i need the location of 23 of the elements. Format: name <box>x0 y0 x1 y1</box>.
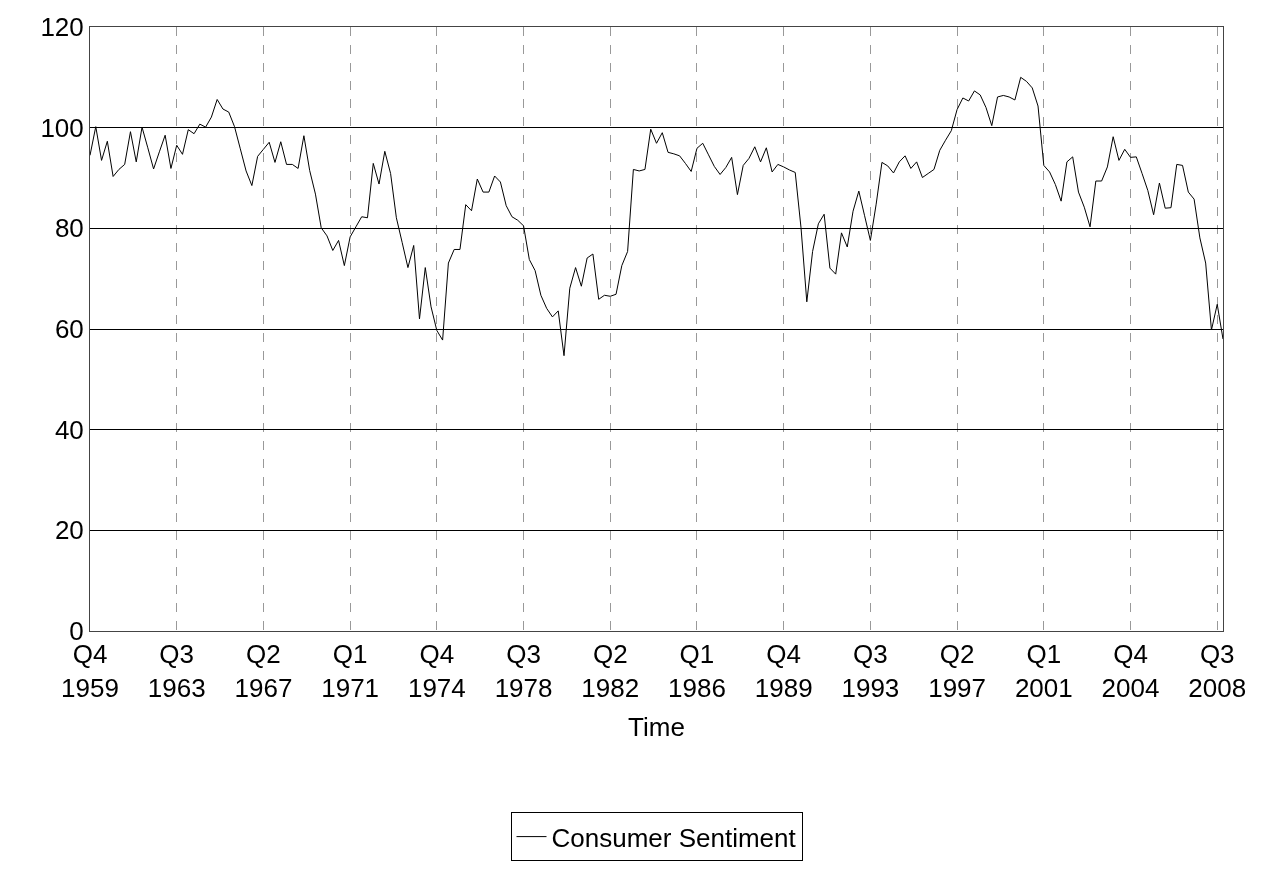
x-tick-label: Q4 1989 <box>754 639 813 703</box>
y-tick-label: 20 <box>54 515 84 546</box>
y-tick-label: 100 <box>40 112 84 143</box>
x-tick-label: Q2 1967 <box>234 639 293 703</box>
x-tick-label: Q2 1982 <box>581 639 640 703</box>
x-tick-label: Q3 1993 <box>841 639 900 703</box>
x-tick-label: Q3 1978 <box>494 639 553 703</box>
x-tick-label: Q4 1974 <box>407 639 466 703</box>
x-tick-label: Q2 1997 <box>928 639 987 703</box>
y-tick-label: 120 <box>40 12 84 43</box>
x-tick-label: Q1 2001 <box>1014 639 1073 703</box>
x-axis-title: Time <box>628 711 685 742</box>
x-tick-label: Q1 1986 <box>668 639 726 703</box>
x-tick-label: Q3 1963 <box>147 639 206 703</box>
x-tick-label: Q1 1971 <box>321 639 380 703</box>
y-tick-label: 80 <box>54 213 84 244</box>
y-tick-label: 40 <box>54 414 84 445</box>
x-tick-label: Q4 1959 <box>61 639 119 703</box>
line-series <box>90 76 1223 357</box>
legend-label: Consumer Sentiment <box>551 822 797 853</box>
x-tick-label: Q4 2004 <box>1101 639 1160 703</box>
x-tick-label: Q3 2008 <box>1188 639 1247 703</box>
y-tick-label: 60 <box>54 314 84 345</box>
